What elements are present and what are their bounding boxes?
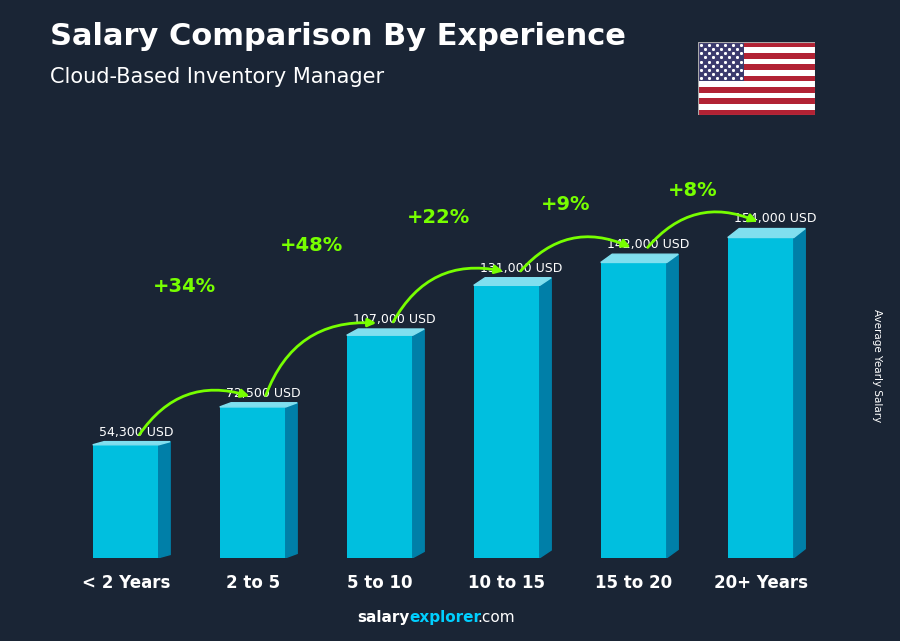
Polygon shape — [220, 403, 297, 407]
Text: 54,300 USD: 54,300 USD — [99, 426, 174, 438]
Polygon shape — [93, 442, 170, 445]
Text: 131,000 USD: 131,000 USD — [480, 262, 562, 274]
Bar — [698, 104, 814, 110]
Bar — [698, 110, 814, 115]
Polygon shape — [473, 278, 551, 285]
Text: .com: .com — [477, 610, 515, 625]
Text: explorer: explorer — [410, 610, 482, 625]
Text: +34%: +34% — [153, 276, 216, 296]
Bar — [698, 64, 814, 70]
Text: salary: salary — [357, 610, 410, 625]
Bar — [698, 42, 744, 81]
Bar — [698, 59, 814, 64]
Bar — [698, 81, 814, 87]
Bar — [601, 262, 667, 558]
Polygon shape — [413, 329, 424, 558]
Bar — [698, 87, 814, 93]
Polygon shape — [667, 254, 679, 558]
Polygon shape — [158, 442, 170, 558]
Bar — [93, 445, 158, 558]
Text: +8%: +8% — [668, 181, 717, 200]
Text: Cloud-Based Inventory Manager: Cloud-Based Inventory Manager — [50, 67, 383, 87]
Text: +9%: +9% — [541, 195, 590, 214]
Bar — [728, 238, 794, 558]
Polygon shape — [794, 229, 806, 558]
Bar — [698, 53, 814, 59]
Bar — [220, 407, 286, 558]
Text: Average Yearly Salary: Average Yearly Salary — [872, 309, 883, 422]
Bar — [698, 98, 814, 104]
Text: +48%: +48% — [280, 236, 344, 255]
Polygon shape — [728, 229, 806, 238]
Text: +22%: +22% — [407, 208, 471, 227]
Polygon shape — [601, 254, 679, 262]
Polygon shape — [286, 403, 297, 558]
Text: Salary Comparison By Experience: Salary Comparison By Experience — [50, 22, 625, 51]
Polygon shape — [540, 278, 551, 558]
Bar — [698, 93, 814, 98]
Bar — [698, 42, 814, 47]
Bar — [698, 76, 814, 81]
Polygon shape — [346, 329, 424, 335]
Text: 142,000 USD: 142,000 USD — [608, 238, 689, 251]
Text: 107,000 USD: 107,000 USD — [353, 313, 436, 326]
Bar — [698, 70, 814, 76]
Bar — [698, 47, 814, 53]
Bar — [346, 335, 413, 558]
Text: 72,500 USD: 72,500 USD — [226, 387, 301, 399]
Bar — [473, 285, 540, 558]
Text: 154,000 USD: 154,000 USD — [734, 212, 816, 226]
